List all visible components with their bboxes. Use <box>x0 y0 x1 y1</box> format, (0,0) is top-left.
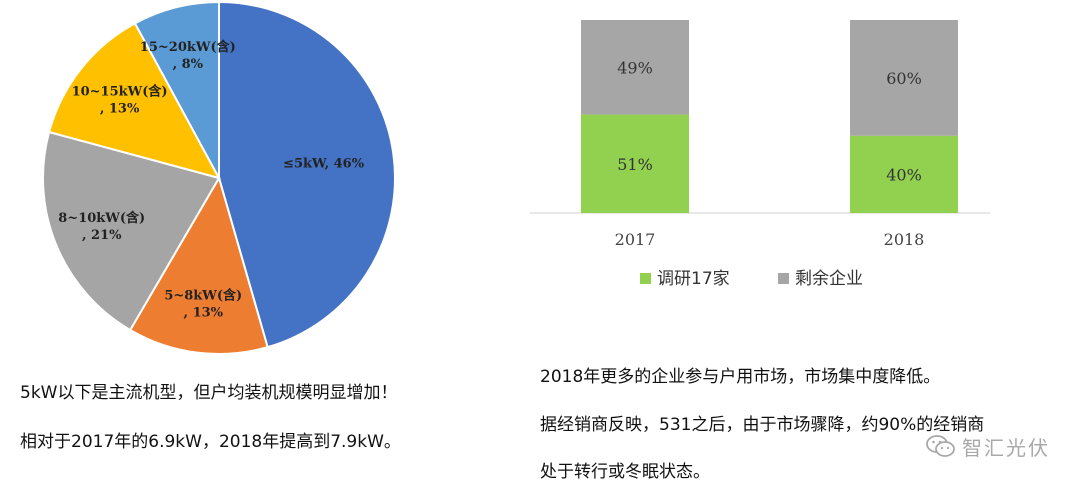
bar-segment <box>850 20 958 136</box>
wechat-icon <box>926 434 955 457</box>
pie-chart: ≤5kW, 46% 5~8kW(含), 13% 8~10kW(含), 21% 10~1… <box>42 0 396 355</box>
pie-slice-label: 5~8kW(含), 13% <box>164 288 242 321</box>
pie-slice-label: 10~15kW(含), 13% <box>72 83 168 116</box>
legend-label: 剩余企业 <box>795 269 863 289</box>
pie-slice <box>128 175 269 355</box>
bar-segment <box>581 114 689 213</box>
caption-left-line1: 5kW以下是主流机型，但户均装机规模明显增加！ <box>20 383 398 403</box>
legend-swatch <box>778 273 789 284</box>
legend-item: 剩余企业 <box>778 269 863 289</box>
watermark: 智汇光伏 <box>926 432 1050 461</box>
caption-right-line1: 2018年更多的企业参与户用市场，市场集中度降低。 <box>540 367 941 387</box>
bar-data-label: 51% <box>617 155 653 174</box>
stacked-bar-chart: 51% 49% 2017 40% 60% 2018 调研17家 剩余企业 <box>530 20 990 289</box>
pie-slice <box>218 0 396 349</box>
bar-segment <box>581 20 689 115</box>
legend-item: 调研17家 <box>640 269 730 289</box>
bar-segment <box>850 135 958 213</box>
pie-slice-label: 8~10kW(含), 21% <box>58 210 145 243</box>
caption-left-line2: 相对于2017年的6.9kW，2018年提高到7.9kW。 <box>20 432 401 452</box>
pie-slice-label: 15~20kW(含), 8% <box>140 39 236 72</box>
pie-slice <box>47 21 221 180</box>
caption-right-line3: 处于转行或冬眠状态。 <box>540 462 710 482</box>
pie-slice-label: ≤5kW, 46% <box>283 156 365 171</box>
legend-label: 调研17家 <box>657 269 730 289</box>
pie-slice <box>133 0 220 179</box>
legend-swatch <box>640 273 651 284</box>
x-tick-label: 2017 <box>615 230 656 249</box>
bar-data-label: 40% <box>886 165 922 184</box>
bar-data-label: 49% <box>617 58 653 77</box>
bar-data-label: 60% <box>886 69 922 88</box>
caption-right-line2: 据经销商反映，531之后，由于市场骤降，约90%的经销商 <box>540 415 985 435</box>
watermark-text: 智汇光伏 <box>962 436 1050 460</box>
x-tick-label: 2018 <box>884 230 925 249</box>
pie-slice <box>42 130 221 332</box>
